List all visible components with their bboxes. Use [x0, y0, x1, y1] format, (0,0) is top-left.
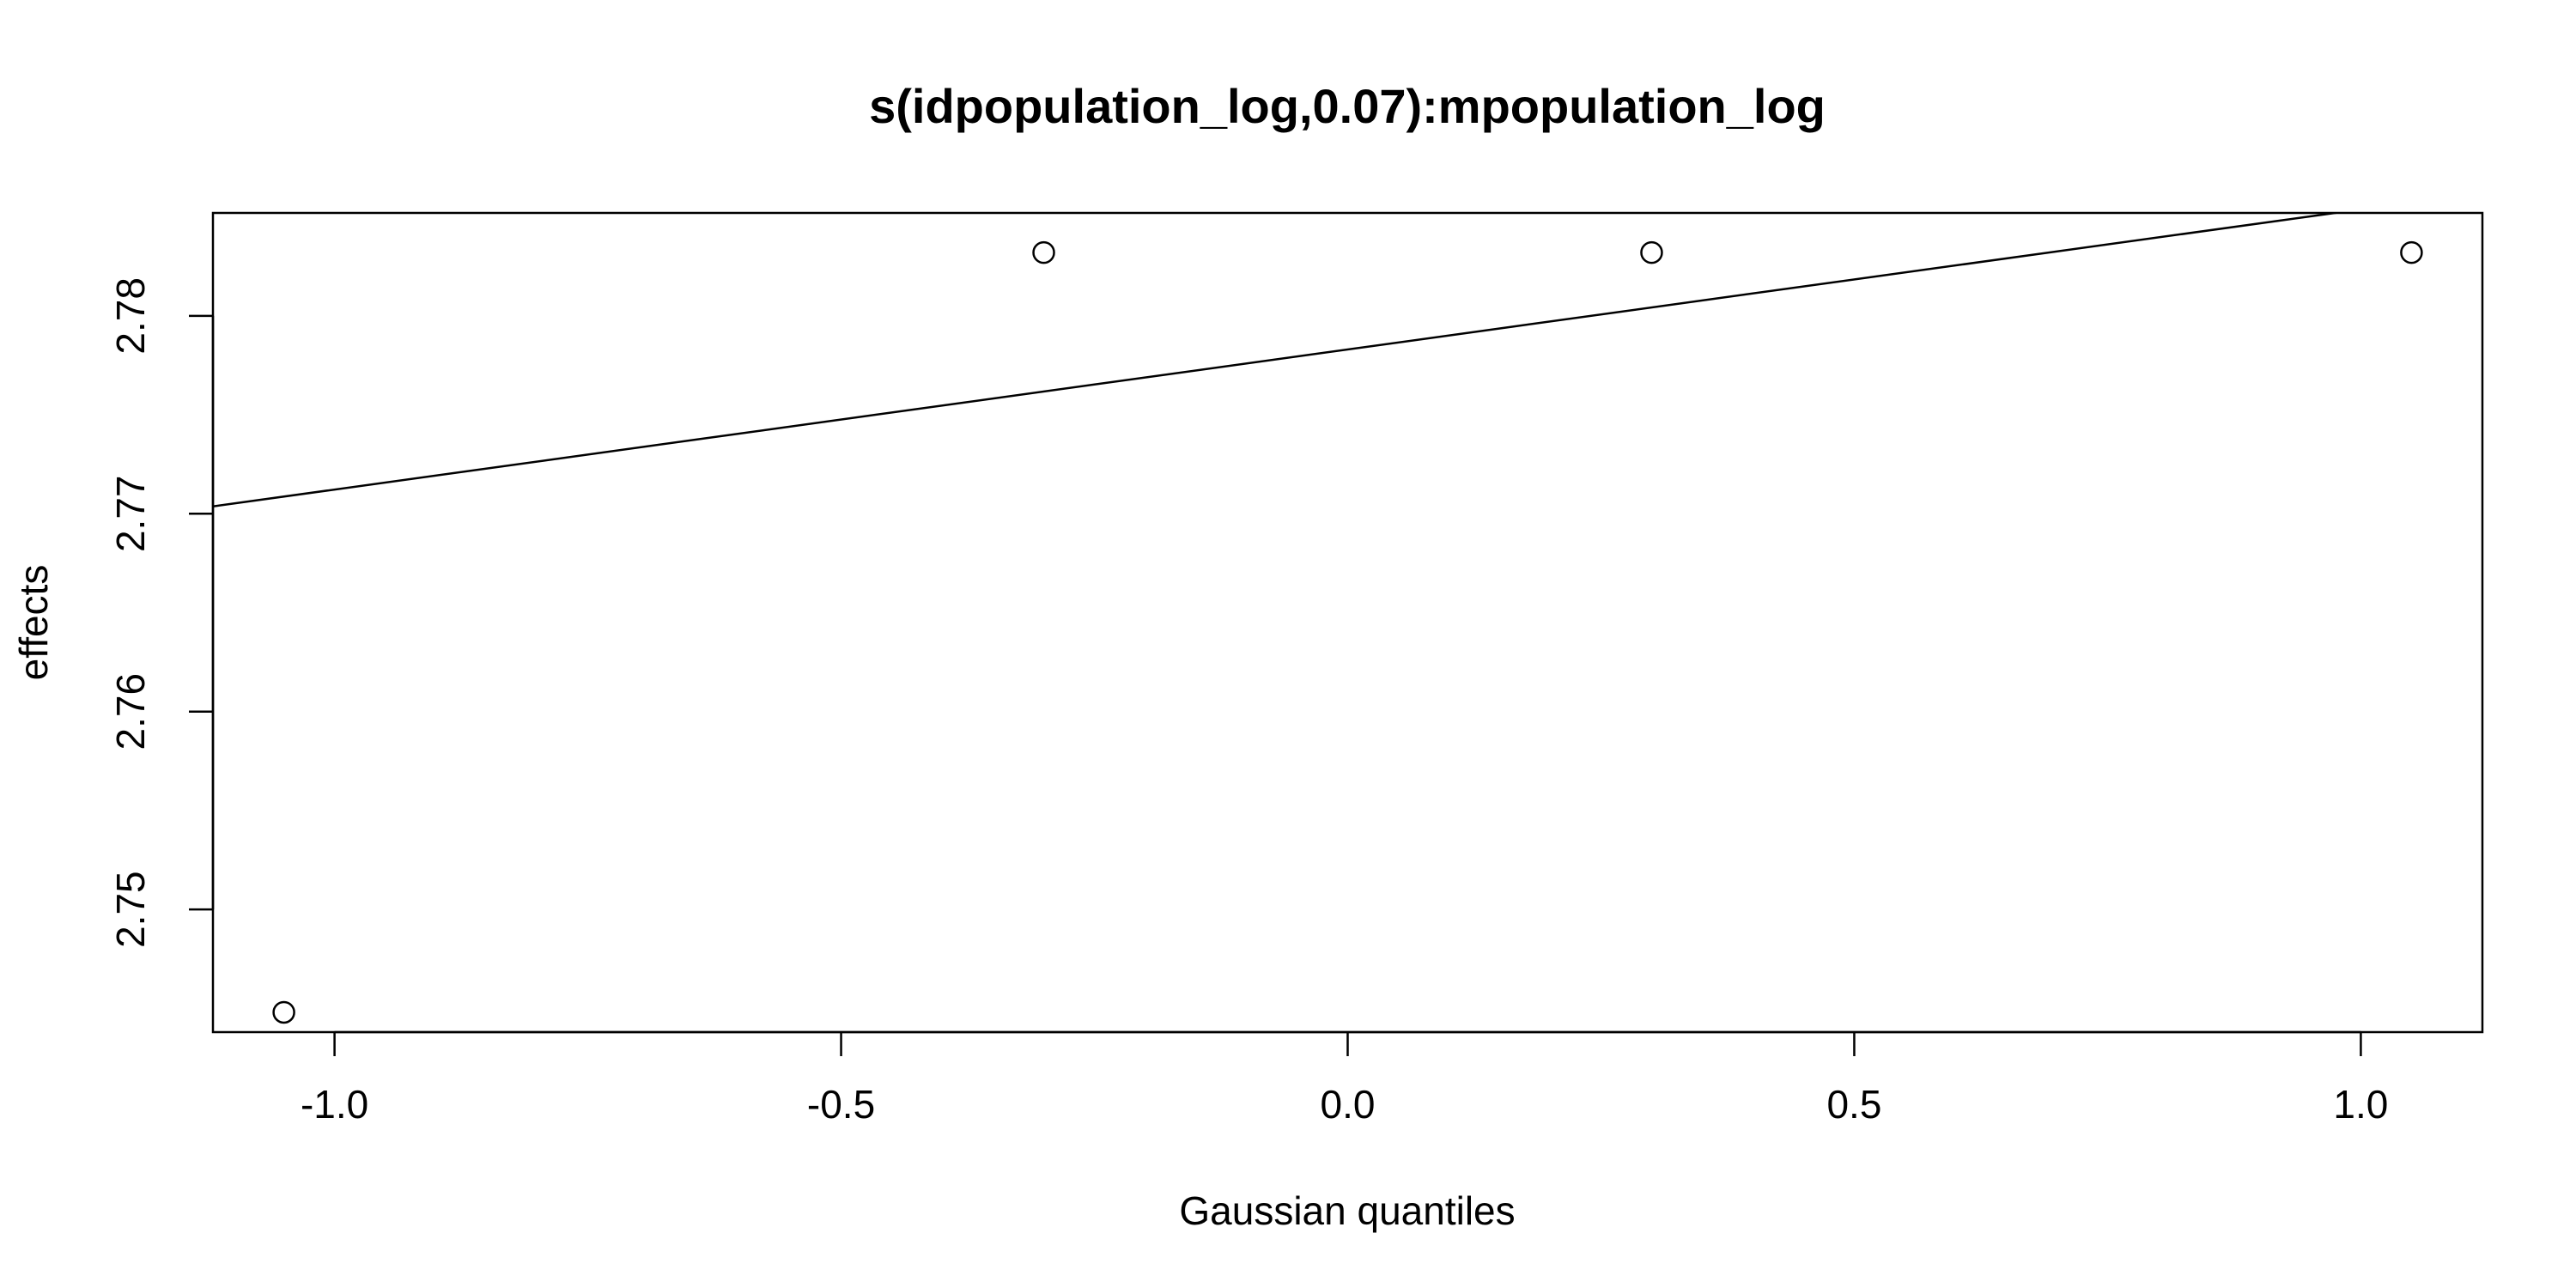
- x-tick-label: 1.0: [2333, 1082, 2388, 1127]
- x-tick-label: -0.5: [807, 1082, 875, 1127]
- y-tick-label: 2.77: [108, 475, 153, 552]
- data-point: [1032, 240, 1055, 264]
- x-tick-label: 0.0: [1321, 1082, 1376, 1127]
- plot-area-frame: [211, 211, 2484, 1034]
- reference-line-group: [213, 213, 2343, 507]
- data-points: [272, 240, 2423, 1024]
- data-point: [1640, 240, 1663, 264]
- data-point: [272, 1000, 295, 1024]
- y-axis-title: effects: [11, 565, 56, 681]
- data-point: [2400, 240, 2423, 264]
- x-axis-title: Gaussian quantiles: [1179, 1188, 1515, 1233]
- x-tick-label: -1.0: [301, 1082, 368, 1127]
- y-tick-label: 2.78: [108, 277, 153, 355]
- y-tick-label: 2.76: [108, 673, 153, 750]
- y-tick-label: 2.75: [108, 871, 153, 948]
- x-tick-label: 0.5: [1826, 1082, 1881, 1127]
- qq-reference-line: [213, 213, 2343, 507]
- chart-title: s(idpopulation_log,0.07):mpopulation_log: [869, 79, 1826, 133]
